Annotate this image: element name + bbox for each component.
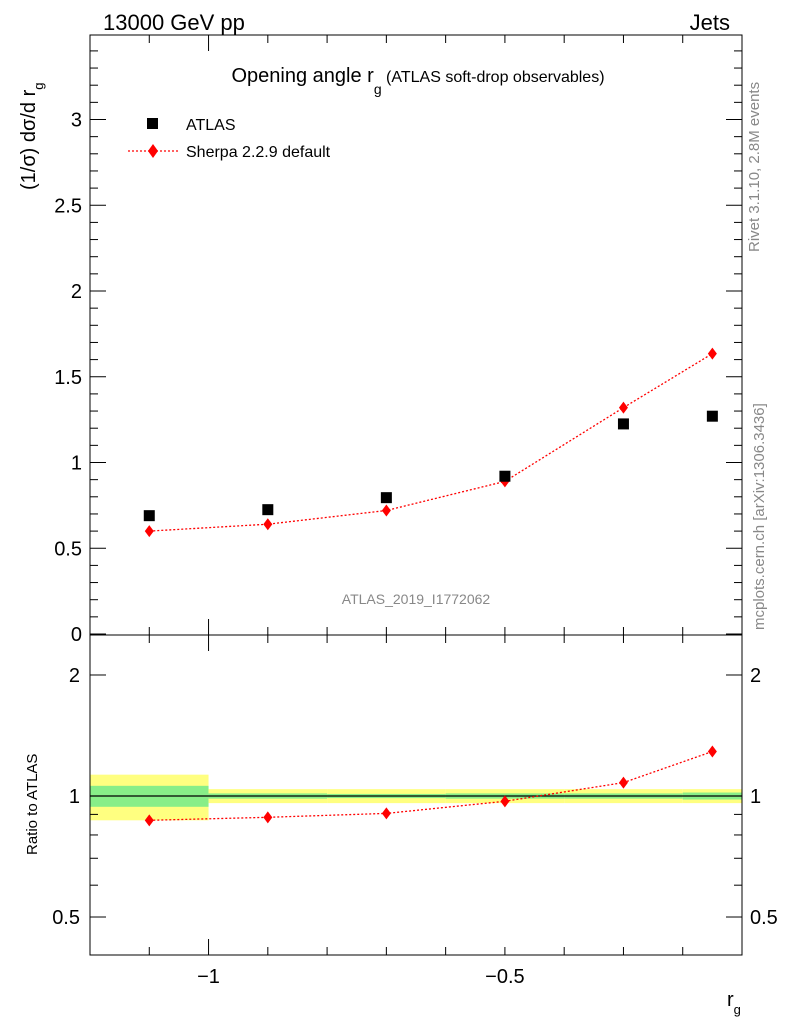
ratio-plot-frame: [89, 634, 743, 956]
sherpa-point: [381, 504, 391, 517]
ratio-plot-marks: [144, 745, 717, 827]
legend-sherpa-marker: [148, 144, 158, 158]
ratio-sherpa-point: [500, 795, 510, 808]
main-watermark: ATLAS_2019_I1772062: [342, 591, 491, 607]
legend-atlas-label: ATLAS: [186, 117, 236, 134]
ratio-sherpa-point: [707, 745, 717, 758]
main-y-tick-label: 1: [71, 453, 82, 475]
main-ylabel-subscript: g: [31, 83, 46, 90]
main-plot-panel: 00.511.522.53 Opening angle rg (ATLAS so…: [18, 34, 743, 646]
sherpa-point: [263, 518, 273, 531]
main-plot-title: Opening angle rg (ATLAS soft-drop observ…: [231, 65, 604, 97]
main-y-tick-label: 0.5: [54, 538, 82, 560]
atlas-point: [706, 410, 718, 422]
ratio-y-tick-label-left: 2: [69, 665, 80, 687]
ratio-sherpa-point: [144, 814, 154, 827]
sherpa-series-line: [149, 353, 713, 532]
header-left-label: 13000 GeV pp: [103, 10, 245, 35]
ratio-sherpa-point: [263, 811, 273, 824]
main-y-tick-label: 2.5: [54, 195, 82, 217]
sherpa-point: [618, 401, 628, 414]
ratio-plot-panel: −1 −0.5 0.5 0.5 1 1 2 2 Ratio to ATLAS rg: [24, 634, 778, 1017]
atlas-point: [617, 418, 629, 430]
atlas-point: [499, 470, 511, 482]
atlas-point: [262, 504, 274, 516]
x-tick-label: −0.5: [485, 966, 524, 988]
x-axis-label: rg: [727, 989, 741, 1017]
ratio-y-tick-label-left: 1: [69, 786, 80, 808]
atlas-point: [143, 510, 155, 522]
main-y-tick-label: 0: [71, 624, 82, 646]
ratio-sherpa-line: [149, 750, 713, 821]
ratio-sherpa-point: [618, 776, 628, 789]
main-y-axis: 0 0.5 1 1.5 2 2.5 3: [54, 35, 742, 646]
main-y-tick-label: 1.5: [54, 367, 82, 389]
legend-atlas-marker: [147, 118, 158, 129]
atlas-point: [380, 492, 392, 504]
rivet-version-label: Rivet 3.1.10, 2.8M events: [746, 82, 763, 252]
ratio-uncertainty-bands: [90, 774, 742, 821]
header-right-label: Jets: [690, 10, 730, 35]
xlabel-text: r: [727, 989, 734, 1011]
main-ylabel-text: (1/σ) dσ/d r: [18, 89, 40, 190]
sherpa-point: [707, 347, 717, 360]
main-plot-marks: [143, 347, 718, 538]
main-title-subscript: g: [374, 81, 382, 97]
main-y-tick-label: 2: [71, 281, 82, 303]
ratio-axes: −1 −0.5 0.5 0.5 1 1 2 2: [52, 635, 778, 988]
legend: ATLAS Sherpa 2.2.9 default: [128, 117, 331, 161]
main-title-suffix: (ATLAS soft-drop observables): [382, 69, 605, 86]
main-y-axis-label: (1/σ) dσ/d rg: [18, 83, 46, 191]
main-title-text: Opening angle r: [231, 65, 374, 87]
ratio-y-tick-label-right: 0.5: [750, 907, 778, 929]
xlabel-subscript: g: [734, 1002, 741, 1017]
main-y-tick-label: 3: [71, 110, 82, 132]
ratio-y-axis-label: Ratio to ATLAS: [24, 754, 41, 855]
ratio-y-tick-label-right: 2: [750, 665, 761, 687]
ratio-sherpa-point: [381, 807, 391, 820]
x-tick-label: −1: [197, 966, 220, 988]
ratio-y-tick-label-right: 1: [750, 786, 761, 808]
sherpa-point: [144, 525, 154, 538]
ratio-y-tick-label-left: 0.5: [52, 907, 80, 929]
mcplots-reference-label: mcplots.cern.ch [arXiv:1306.3436]: [751, 403, 768, 630]
legend-sherpa-label: Sherpa 2.2.9 default: [186, 144, 331, 161]
